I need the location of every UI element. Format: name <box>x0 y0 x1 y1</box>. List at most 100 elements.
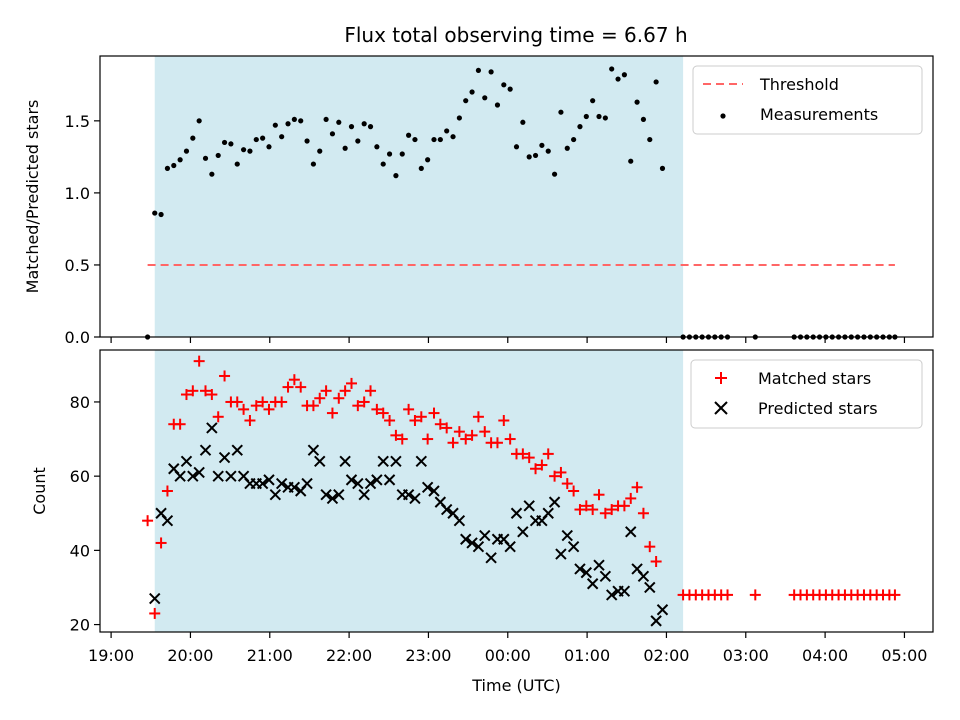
y-tick-label: 1.0 <box>65 184 90 203</box>
matched-point <box>193 355 205 367</box>
matched-point <box>498 415 510 426</box>
measurement-point <box>615 76 621 82</box>
x-tick-label: 22:00 <box>326 646 372 665</box>
measurement-point <box>253 136 259 143</box>
measurement-point <box>609 66 615 72</box>
predicted-point-b <box>390 455 402 468</box>
measurement-point <box>317 148 323 154</box>
series-predicted-stars <box>149 422 669 627</box>
matched-point <box>352 400 364 412</box>
predicted-point <box>339 455 351 468</box>
matched-point <box>250 400 262 412</box>
predicted-point-b <box>542 507 554 519</box>
top-panel: 0.0 0.5 1.0 1.5 Matched/Predicted stars Thres… <box>23 55 934 347</box>
predicted-point <box>586 578 599 590</box>
predicted-point-b <box>225 470 237 482</box>
measurement-point <box>513 144 520 150</box>
matched-point <box>580 500 592 512</box>
matched-point <box>749 589 761 601</box>
measurement-point <box>183 148 190 154</box>
matched-point <box>434 418 446 430</box>
predicted-point-b <box>199 444 212 456</box>
y-tick-label: 0.0 <box>65 328 90 347</box>
predicted-point <box>345 474 358 486</box>
measurement-point <box>475 67 482 74</box>
measurement-point <box>507 86 513 92</box>
measurement-point <box>393 173 399 179</box>
measurement-point <box>266 144 272 150</box>
predicted-point <box>383 474 396 486</box>
predicted-point-b <box>504 540 516 553</box>
legend-predicted-swatch <box>714 401 728 415</box>
predicted-point-b <box>371 474 383 486</box>
measurement-point <box>659 165 666 171</box>
predicted-point <box>593 559 605 571</box>
matched-point <box>377 407 389 419</box>
y-tick-label: 80 <box>70 393 90 412</box>
predicted-point <box>440 503 453 516</box>
predicted-point-b <box>288 481 301 493</box>
measurement-point <box>647 136 653 143</box>
predicted-point-b <box>275 477 288 490</box>
matched-point <box>631 481 643 493</box>
predicted-point <box>599 570 612 583</box>
predicted-point-b <box>149 592 161 605</box>
legend-measurement-swatch <box>720 113 726 119</box>
predicted-point <box>421 481 434 493</box>
x-tick-label: 02:00 <box>643 646 689 665</box>
matched-point <box>460 433 472 445</box>
predicted-point-b <box>180 455 193 468</box>
predicted-point-b <box>485 552 497 564</box>
measurement-point <box>406 132 412 138</box>
measurement-point <box>545 148 551 154</box>
axes-frame <box>99 55 934 338</box>
predicted-point-b <box>460 533 472 545</box>
predicted-point-b <box>637 570 650 583</box>
matched-point <box>358 396 370 408</box>
measurement-point <box>323 116 329 123</box>
matched-point <box>142 515 154 527</box>
measurement-point <box>450 134 456 140</box>
predicted-point-b <box>631 563 643 575</box>
legend-label: Measurements <box>760 105 878 124</box>
predicted-point <box>605 589 618 601</box>
legend-label: Threshold <box>759 75 839 94</box>
predicted-point-b <box>307 444 320 456</box>
matched-point <box>472 411 484 423</box>
matched-point <box>409 415 421 426</box>
predicted-point <box>231 444 243 456</box>
predicted-point <box>402 489 415 501</box>
predicted-point <box>364 477 377 490</box>
x-tick-label: 04:00 <box>802 646 848 665</box>
predicted-point <box>656 604 669 616</box>
matched-point <box>174 418 186 430</box>
matched-point <box>530 463 542 475</box>
matched-point <box>384 415 396 426</box>
matched-point <box>599 507 611 519</box>
predicted-point-b <box>593 559 605 571</box>
predicted-point <box>504 540 516 553</box>
matched-point <box>326 407 338 419</box>
y-tick-label: 40 <box>70 541 90 560</box>
matched-point <box>244 415 256 426</box>
matched-point <box>282 381 294 393</box>
predicted-point <box>574 563 586 575</box>
matched-point <box>390 429 402 441</box>
predicted-point-b <box>320 489 332 501</box>
matched-point <box>206 389 218 401</box>
measurement-point <box>526 154 532 160</box>
predicted-point <box>542 507 554 519</box>
predicted-point-b <box>650 615 662 627</box>
matched-point <box>466 429 478 441</box>
predicted-point <box>212 470 224 482</box>
predicted-point <box>453 514 466 527</box>
predicted-point <box>333 489 345 501</box>
chart-title: Flux total observing time = 6.67 h <box>344 23 687 47</box>
matched-point <box>889 589 901 601</box>
matched-point <box>637 507 649 519</box>
predicted-point <box>567 540 580 553</box>
matched-point <box>231 396 243 408</box>
predicted-point-b <box>561 529 573 542</box>
matched-point <box>722 589 734 601</box>
legend-label: Predicted stars <box>758 399 878 418</box>
